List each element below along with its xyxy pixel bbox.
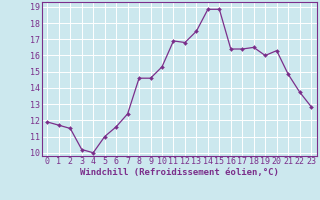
X-axis label: Windchill (Refroidissement éolien,°C): Windchill (Refroidissement éolien,°C) (80, 168, 279, 177)
